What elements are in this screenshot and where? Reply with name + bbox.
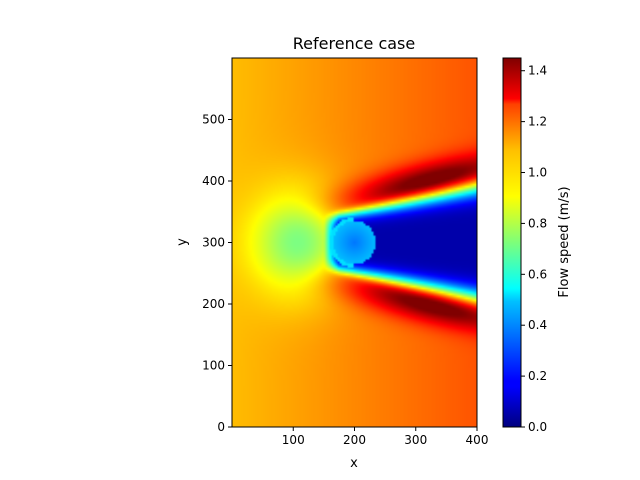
colorbar-tick-label: 1.4 — [528, 64, 547, 78]
heatmap-image — [232, 58, 477, 427]
heatmap — [232, 58, 477, 427]
chart-title: Reference case — [293, 34, 415, 53]
colorbar-label: Flow speed (m/s) — [557, 186, 572, 297]
colorbar-gradient — [502, 57, 522, 428]
x-axis-label: x — [350, 456, 358, 471]
colorbar-ticks: 0.0 0.2 0.4 0.6 0.8 1.0 1.2 1.4 — [521, 64, 547, 434]
colorbar-tick-label: 0.2 — [528, 369, 547, 383]
y-tick-label: 300 — [202, 236, 225, 250]
x-axis-ticks: 100 200 300 400 — [282, 427, 489, 447]
x-tick-label: 200 — [343, 433, 366, 447]
x-tick-label: 400 — [466, 433, 489, 447]
x-tick-label: 300 — [404, 433, 427, 447]
y-tick-label: 100 — [202, 359, 225, 373]
colorbar-tick-label: 0.6 — [528, 267, 547, 281]
colorbar-tick-label: 1.0 — [528, 166, 547, 180]
colorbar-tick-label: 1.2 — [528, 115, 547, 129]
y-tick-label: 500 — [202, 113, 225, 127]
colorbar-tick-label: 0.0 — [528, 420, 547, 434]
y-axis-label: y — [175, 238, 190, 246]
y-axis-ticks: 0 100 200 300 400 500 — [202, 113, 232, 434]
y-tick-label: 400 — [202, 174, 225, 188]
colorbar: 0.0 0.2 0.4 0.6 0.8 1.0 1.2 1.4 Flow speed (m/s… — [502, 57, 572, 434]
colorbar-tick-label: 0.8 — [528, 216, 547, 230]
y-tick-label: 0 — [217, 420, 225, 434]
x-tick-label: 100 — [282, 433, 305, 447]
colorbar-tick-label: 0.4 — [528, 318, 547, 332]
y-tick-label: 200 — [202, 297, 225, 311]
